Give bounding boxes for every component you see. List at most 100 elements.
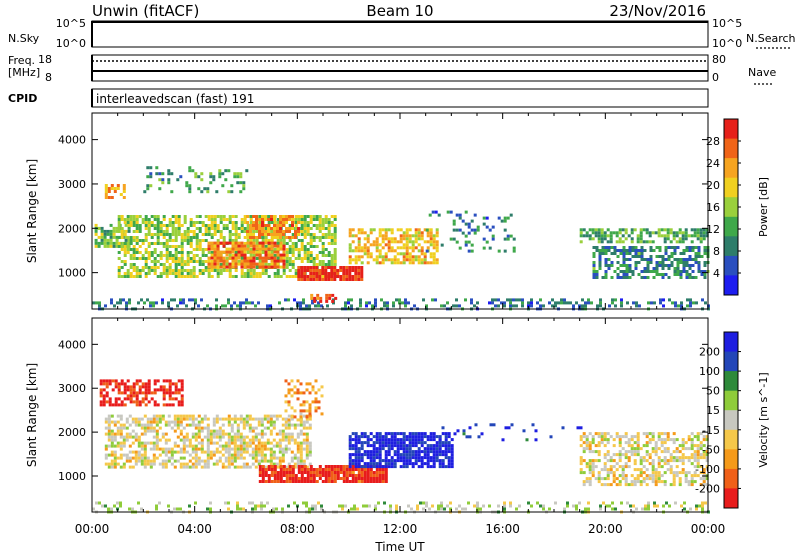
velocity-cell bbox=[357, 453, 361, 457]
power-cell bbox=[115, 226, 119, 230]
power-cell bbox=[639, 231, 643, 235]
power-cell bbox=[276, 272, 280, 275]
power-cell bbox=[159, 275, 163, 278]
velocity-cell bbox=[663, 456, 667, 460]
power-cell bbox=[243, 236, 247, 239]
velocity-cell bbox=[600, 441, 604, 445]
velocity-cell bbox=[666, 447, 670, 451]
power-cell bbox=[645, 231, 649, 235]
velocity-cell bbox=[390, 444, 394, 448]
power-cell bbox=[318, 251, 322, 254]
velocity-cell bbox=[539, 504, 542, 508]
power-cell bbox=[491, 237, 495, 241]
power-cell bbox=[402, 231, 406, 235]
power-cell bbox=[279, 215, 282, 218]
velocity-cell bbox=[122, 435, 126, 439]
velocity-cell bbox=[663, 441, 667, 445]
velocity-cell bbox=[146, 423, 150, 427]
velocity-cell bbox=[113, 504, 116, 508]
power-cell bbox=[363, 243, 367, 247]
velocity-cell bbox=[206, 447, 210, 451]
velocity-cell bbox=[402, 435, 406, 439]
velocity-cell bbox=[123, 403, 127, 407]
power-cell bbox=[228, 215, 232, 218]
velocity-cell bbox=[341, 504, 344, 508]
power-cell bbox=[267, 256, 271, 260]
velocity-cell bbox=[414, 453, 418, 457]
power-cell bbox=[149, 184, 153, 188]
power-cell bbox=[123, 263, 127, 266]
power-cell bbox=[503, 228, 507, 232]
velocity-cell bbox=[597, 480, 601, 484]
velocity-cell bbox=[254, 456, 258, 460]
velocity-cell bbox=[279, 480, 283, 483]
power-cell bbox=[174, 230, 178, 233]
velocity-cell bbox=[317, 501, 320, 505]
power-cell bbox=[420, 261, 424, 265]
power-cell bbox=[432, 243, 436, 247]
power-cell bbox=[135, 242, 139, 245]
power-colorbar-swatch bbox=[724, 216, 738, 237]
power-cell bbox=[264, 224, 267, 227]
velocity-cell bbox=[173, 441, 177, 445]
velocity-cell bbox=[215, 417, 219, 421]
power-cell bbox=[318, 278, 322, 281]
power-cell bbox=[186, 233, 190, 236]
power-cell bbox=[306, 215, 310, 218]
power-cell bbox=[167, 304, 170, 308]
velocity-cell bbox=[435, 453, 439, 457]
velocity-cell bbox=[200, 429, 204, 433]
velocity-cell bbox=[281, 459, 285, 463]
power-cell bbox=[117, 257, 121, 260]
velocity-cell bbox=[278, 438, 282, 442]
power-cell bbox=[242, 187, 246, 191]
power-cell bbox=[106, 244, 110, 248]
power-cell bbox=[124, 223, 128, 227]
velocity-cell bbox=[360, 471, 364, 474]
power-cell bbox=[607, 246, 611, 249]
velocity-cell bbox=[675, 465, 679, 469]
power-cell bbox=[619, 264, 623, 267]
velocity-cell bbox=[425, 501, 428, 505]
velocity-cell bbox=[149, 462, 153, 466]
power-cell bbox=[236, 181, 240, 185]
velocity-cell bbox=[663, 462, 667, 466]
velocity-cell bbox=[327, 471, 331, 474]
velocity-cell bbox=[609, 471, 613, 475]
velocity-cell bbox=[132, 391, 136, 395]
velocity-cell bbox=[651, 474, 655, 478]
velocity-cell bbox=[305, 426, 309, 430]
velocity-cell bbox=[639, 459, 643, 463]
velocity-cell bbox=[675, 447, 679, 451]
power-cell bbox=[503, 249, 507, 253]
velocity-cell bbox=[405, 456, 409, 460]
power-cell bbox=[649, 258, 653, 261]
velocity-cell bbox=[215, 441, 219, 445]
velocity-cell bbox=[314, 409, 318, 413]
power-cell bbox=[200, 298, 203, 302]
velocity-cell bbox=[705, 450, 709, 454]
velocity-cell bbox=[245, 414, 249, 418]
velocity-cell bbox=[342, 477, 346, 480]
power-cell bbox=[189, 230, 193, 233]
power-cell bbox=[628, 249, 632, 252]
velocity-cell bbox=[384, 465, 388, 469]
power-cell bbox=[112, 244, 116, 248]
velocity-cell bbox=[299, 403, 303, 407]
velocity-cell bbox=[705, 483, 709, 487]
power-cell bbox=[165, 245, 169, 248]
velocity-cell bbox=[582, 447, 586, 451]
power-cell bbox=[156, 254, 160, 257]
power-cell bbox=[188, 169, 192, 173]
power-cell bbox=[158, 172, 162, 176]
power-cell bbox=[384, 237, 388, 241]
velocity-cell bbox=[618, 453, 622, 457]
power-cell bbox=[369, 255, 373, 259]
power-cell bbox=[485, 225, 489, 229]
velocity-cell bbox=[633, 435, 637, 439]
velocity-cell bbox=[299, 391, 303, 395]
power-cell bbox=[345, 275, 349, 278]
velocity-cell bbox=[125, 459, 129, 463]
power-cell bbox=[141, 269, 145, 272]
power-cell bbox=[682, 252, 686, 255]
